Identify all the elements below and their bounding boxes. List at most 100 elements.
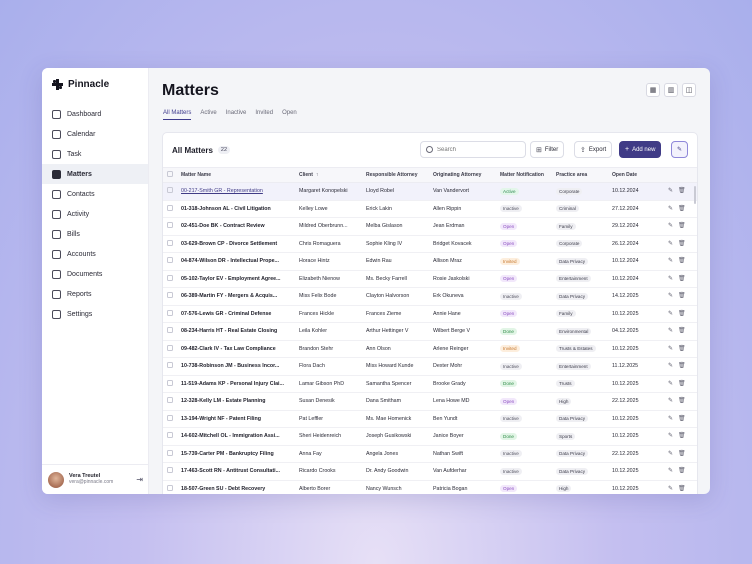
sidebar-item-bills[interactable]: Bills <box>42 224 148 244</box>
matter-name-link[interactable]: 01-318-Johnson AL - Civil Litigation <box>177 200 295 218</box>
matter-name-link[interactable]: 07-576-Lewis GR - Criminal Defense <box>177 305 295 323</box>
row-checkbox[interactable] <box>167 467 173 474</box>
edit-icon[interactable]: ✎ <box>668 415 674 422</box>
tab-invited[interactable]: Invited <box>255 110 274 116</box>
search-box[interactable] <box>420 141 526 158</box>
tab-all-matters[interactable]: All Matters <box>163 110 192 120</box>
edit-icon[interactable]: ✎ <box>668 310 674 317</box>
matter-name-link[interactable]: 02-451-Doe BK - Contract Review <box>177 217 295 236</box>
edit-icon[interactable]: ✎ <box>668 258 674 265</box>
row-select-cell[interactable] <box>163 480 177 494</box>
row-checkbox[interactable] <box>167 274 173 281</box>
row-checkbox[interactable] <box>167 309 173 316</box>
trash-icon[interactable]: 🗑 <box>678 380 686 387</box>
row-checkbox[interactable] <box>167 344 173 351</box>
row-select-cell[interactable] <box>163 462 177 481</box>
trash-icon[interactable]: 🗑 <box>678 223 686 230</box>
row-select-cell[interactable] <box>163 252 177 271</box>
matter-name-link[interactable]: 13-194-Wright NF - Patent Filing <box>177 410 295 428</box>
row-checkbox[interactable] <box>167 222 173 229</box>
edit-icon[interactable]: ✎ <box>668 223 674 230</box>
select-all-checkbox[interactable] <box>167 171 173 177</box>
edit-icon[interactable]: ✎ <box>668 188 674 195</box>
row-select-cell[interactable] <box>163 270 177 288</box>
row-select-cell[interactable] <box>163 357 177 376</box>
trash-icon[interactable]: 🗑 <box>678 258 686 265</box>
sidebar-item-accounts[interactable]: Accounts <box>42 244 148 264</box>
row-select-cell[interactable] <box>163 375 177 393</box>
table-row[interactable]: 17-463-Scott RN - Antitrust Consultati..… <box>163 462 697 481</box>
export-button[interactable]: ⇪ Export <box>574 141 613 158</box>
edit-icon[interactable]: ✎ <box>668 433 674 440</box>
edit-icon[interactable]: ✎ <box>668 205 674 212</box>
sort-arrow-icon[interactable]: ↑ <box>315 172 319 178</box>
row-checkbox[interactable] <box>167 187 173 194</box>
row-select-cell[interactable] <box>163 410 177 428</box>
row-checkbox[interactable] <box>167 414 173 421</box>
table-row[interactable]: 08-234-Harris HT - Real Estate Closing Le… <box>163 322 697 341</box>
logout-icon[interactable]: ⇥ <box>136 475 143 484</box>
search-input[interactable] <box>437 146 517 153</box>
trash-icon[interactable]: 🗑 <box>678 433 686 440</box>
row-select-cell[interactable] <box>163 217 177 236</box>
matter-name-link[interactable]: 08-234-Harris HT - Real Estate Closing <box>177 322 295 341</box>
trash-icon[interactable]: 🗑 <box>678 363 686 370</box>
row-checkbox[interactable] <box>167 484 173 491</box>
row-checkbox[interactable] <box>167 327 173 334</box>
edit-icon[interactable]: ✎ <box>668 485 674 492</box>
row-select-cell[interactable] <box>163 322 177 341</box>
table-row[interactable]: 13-194-Wright NF - Patent Filing Pat Leff… <box>163 410 697 428</box>
trash-icon[interactable]: 🗑 <box>678 328 686 335</box>
matter-name-link[interactable]: 03-629-Brown CP - Divorce Settlement <box>177 235 295 253</box>
row-checkbox[interactable] <box>167 379 173 386</box>
trash-icon[interactable]: 🗑 <box>678 485 686 492</box>
table-row[interactable]: 03-629-Brown CP - Divorce Settlement Chri… <box>163 235 697 253</box>
matter-name-link[interactable]: 00-217-Smith GR - Representation <box>177 182 295 201</box>
trash-icon[interactable]: 🗑 <box>678 275 686 282</box>
table-row[interactable]: 01-318-Johnson AL - Civil Litigation Kell… <box>163 200 697 218</box>
sidebar-item-dashboard[interactable]: Dashboard <box>42 104 148 124</box>
edit-icon[interactable]: ✎ <box>668 345 674 352</box>
trash-icon[interactable]: 🗑 <box>678 398 686 405</box>
table-row[interactable]: 11-519-Adams KP - Personal Injury Clai..… <box>163 375 697 393</box>
row-checkbox[interactable] <box>167 432 173 439</box>
table-row[interactable]: 05-102-Taylor EV - Employment Agree... El… <box>163 270 697 288</box>
trash-icon[interactable]: 🗑 <box>678 188 686 195</box>
matter-name-link[interactable]: 15-739-Carter PM - Bankruptcy Filing <box>177 445 295 463</box>
magic-wand-button[interactable]: ✎ <box>671 141 688 158</box>
matter-name-link[interactable]: 12-328-Kelly LM - Estate Planning <box>177 392 295 411</box>
brand[interactable]: Pinnacle <box>42 68 148 94</box>
matter-name-link[interactable]: 14-602-Mitchell OL - Immigration Assi... <box>177 427 295 446</box>
edit-icon[interactable]: ✎ <box>668 398 674 405</box>
edit-icon[interactable]: ✎ <box>668 240 674 247</box>
column-header[interactable]: Matter Notification <box>496 167 552 183</box>
matter-name-link[interactable]: 06-389-Martin FY - Mergers & Acquis... <box>177 287 295 306</box>
calendar-view-icon[interactable]: ▦ <box>646 83 660 97</box>
sidebar-item-task[interactable]: Task <box>42 144 148 164</box>
sidebar-item-settings[interactable]: Settings <box>42 304 148 324</box>
trash-icon[interactable]: 🗑 <box>678 293 686 300</box>
sidebar-item-calendar[interactable]: Calendar <box>42 124 148 144</box>
layout-view-icon[interactable]: ◫ <box>682 83 696 97</box>
row-select-cell[interactable] <box>163 305 177 323</box>
row-select-cell[interactable] <box>163 182 177 201</box>
matter-name-link[interactable]: 04-874-Wilson DR - Intellectual Prope... <box>177 252 295 271</box>
edit-icon[interactable]: ✎ <box>668 275 674 282</box>
row-checkbox[interactable] <box>167 362 173 369</box>
row-select-cell[interactable] <box>163 235 177 253</box>
sidebar-item-reports[interactable]: Reports <box>42 284 148 304</box>
edit-icon[interactable]: ✎ <box>668 363 674 370</box>
trash-icon[interactable]: 🗑 <box>678 205 686 212</box>
edit-icon[interactable]: ✎ <box>668 328 674 335</box>
column-header[interactable]: Open Date <box>608 167 664 183</box>
matter-name-link[interactable]: 17-463-Scott RN - Antitrust Consultati..… <box>177 462 295 481</box>
table-row[interactable]: 15-739-Carter PM - Bankruptcy Filing Anna… <box>163 445 697 463</box>
edit-icon[interactable]: ✎ <box>668 468 674 475</box>
table-row[interactable]: 14-602-Mitchell OL - Immigration Assi...… <box>163 427 697 446</box>
tab-active[interactable]: Active <box>200 110 217 116</box>
column-header[interactable]: Originating Attorney <box>429 167 496 183</box>
column-header[interactable]: Practice area <box>552 167 608 183</box>
trash-icon[interactable]: 🗑 <box>678 468 686 475</box>
sidebar-item-contacts[interactable]: Contacts <box>42 184 148 204</box>
table-row[interactable]: 00-217-Smith GR - Representation Margaret… <box>163 182 697 201</box>
